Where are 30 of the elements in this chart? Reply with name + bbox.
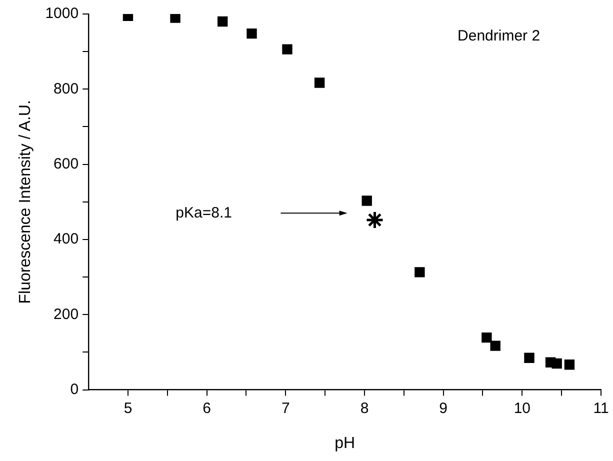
point — [170, 14, 180, 23]
x-tick-label: 9 — [439, 400, 448, 417]
point — [552, 358, 562, 369]
x-tick-label: 11 — [593, 400, 609, 417]
point — [246, 28, 257, 39]
point — [482, 332, 492, 343]
x-tick-label: 8 — [360, 400, 369, 417]
point — [282, 44, 292, 54]
y-tick-label: 600 — [54, 155, 79, 172]
point — [490, 340, 500, 351]
x-axis-title: pH — [334, 434, 356, 452]
point — [414, 267, 425, 278]
x-tick-label: 10 — [514, 400, 531, 417]
x-tick-label: 5 — [124, 400, 132, 417]
point — [365, 210, 384, 230]
point — [524, 352, 534, 363]
point — [217, 16, 228, 27]
annotation: pKa=8.1 — [176, 204, 232, 222]
y-axis-title: Fluorescence Intensity / A.U. — [17, 100, 34, 304]
point — [564, 360, 575, 370]
point — [362, 196, 372, 206]
x-tick-label: 7 — [281, 400, 290, 417]
x-tick-label: 6 — [202, 400, 211, 417]
y-tick-label: 0 — [70, 380, 79, 398]
y-tick-label: 800 — [54, 80, 79, 98]
annotation: Dendrimer 2 — [458, 28, 540, 45]
y-tick-label: 1000 — [45, 5, 79, 22]
point — [314, 78, 325, 88]
y-tick-label: 400 — [54, 230, 79, 248]
y-tick-label: 200 — [54, 306, 79, 323]
